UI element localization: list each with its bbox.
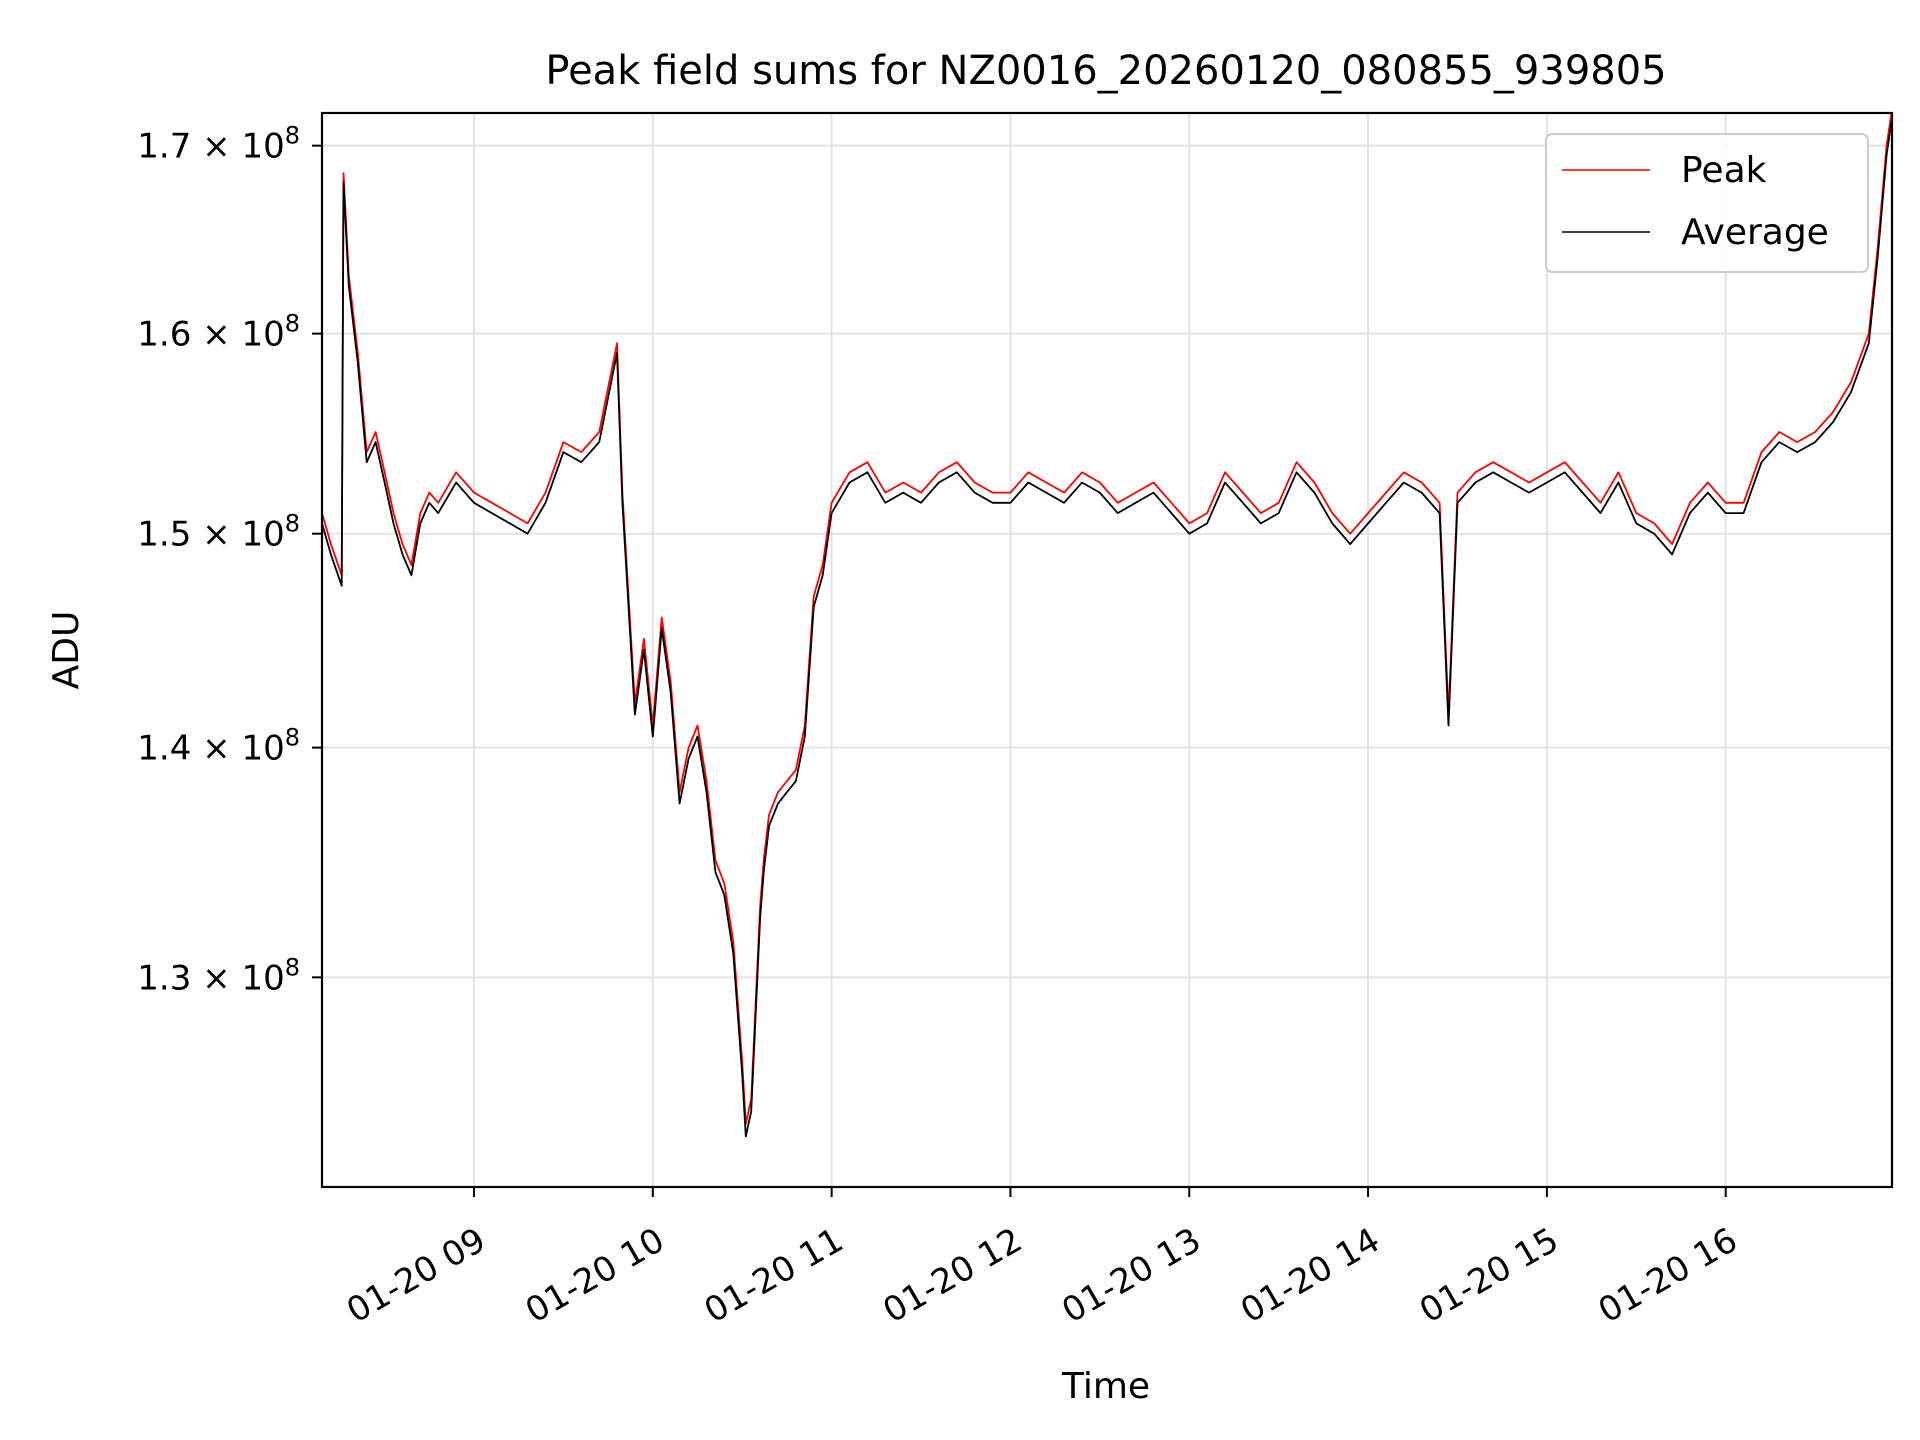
y-tick-base: 10	[241, 729, 284, 769]
y-tick-mantissa: 1.3	[137, 958, 191, 998]
y-tick-exponent: 8	[285, 724, 300, 752]
legend-label-average: Average	[1681, 212, 1829, 253]
y-tick-times: ×	[191, 729, 241, 769]
y-tick-base: 10	[241, 958, 284, 998]
y-tick-times: ×	[191, 515, 241, 555]
y-tick-times: ×	[191, 127, 241, 167]
x-axis-label: Time	[1061, 1366, 1150, 1407]
y-tick-label: 1.6 × 108	[137, 310, 300, 355]
y-axis-label: ADU	[46, 611, 87, 690]
series-line-peak	[322, 113, 1892, 1125]
series-layer	[322, 113, 1892, 1138]
y-tick-mantissa: 1.6	[137, 315, 191, 355]
plot-frame	[320, 111, 1894, 1189]
y-tick-exponent: 8	[285, 953, 300, 981]
y-tick-times: ×	[191, 315, 241, 355]
legend: Peak Average	[1545, 133, 1869, 273]
y-tick-exponent: 8	[285, 310, 300, 338]
legend-box	[1545, 133, 1869, 273]
y-tick-exponent: 8	[285, 122, 300, 150]
series-line-average	[322, 118, 1892, 1138]
y-tick-exponent: 8	[285, 510, 300, 538]
y-tick-mantissa: 1.7	[137, 127, 191, 167]
y-tick-label: 1.7 × 108	[137, 122, 300, 167]
y-tick-label: 1.5 × 108	[137, 510, 300, 555]
y-tick-base: 10	[241, 127, 284, 167]
y-tick-label: 1.4 × 108	[137, 724, 300, 769]
legend-label-peak: Peak	[1681, 150, 1767, 191]
y-tick-label: 1.3 × 108	[137, 953, 300, 998]
y-tick-base: 10	[241, 315, 284, 355]
y-tick-times: ×	[191, 958, 241, 998]
y-tick-mantissa: 1.4	[137, 729, 191, 769]
y-tick-base: 10	[241, 515, 284, 555]
y-tick-mantissa: 1.5	[137, 515, 191, 555]
chart-title: Peak field sums for NZ0016_20260120_0808…	[545, 48, 1666, 94]
grid	[322, 113, 1892, 1187]
